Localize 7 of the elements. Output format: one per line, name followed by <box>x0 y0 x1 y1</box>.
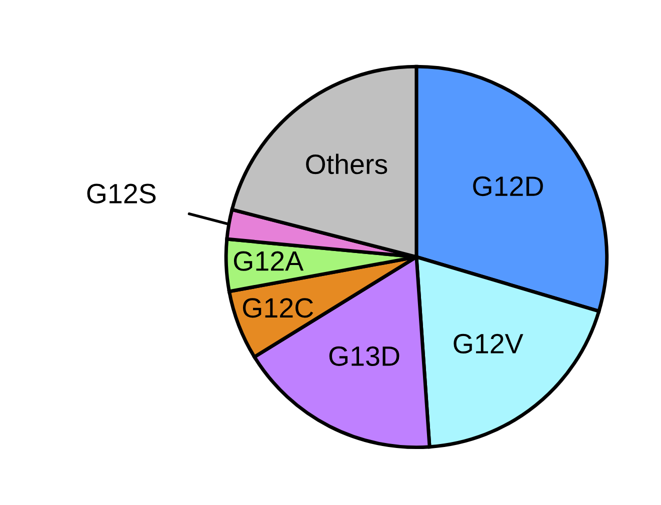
slice-label: G12V <box>454 334 524 354</box>
slice-label: G12D <box>473 176 543 196</box>
slice-label: G12C <box>242 298 314 318</box>
slice-label: G13D <box>329 346 400 366</box>
legend-label: G12A <box>234 251 304 271</box>
slice-label: Others <box>306 154 388 174</box>
slice-label: G12S <box>87 184 156 204</box>
